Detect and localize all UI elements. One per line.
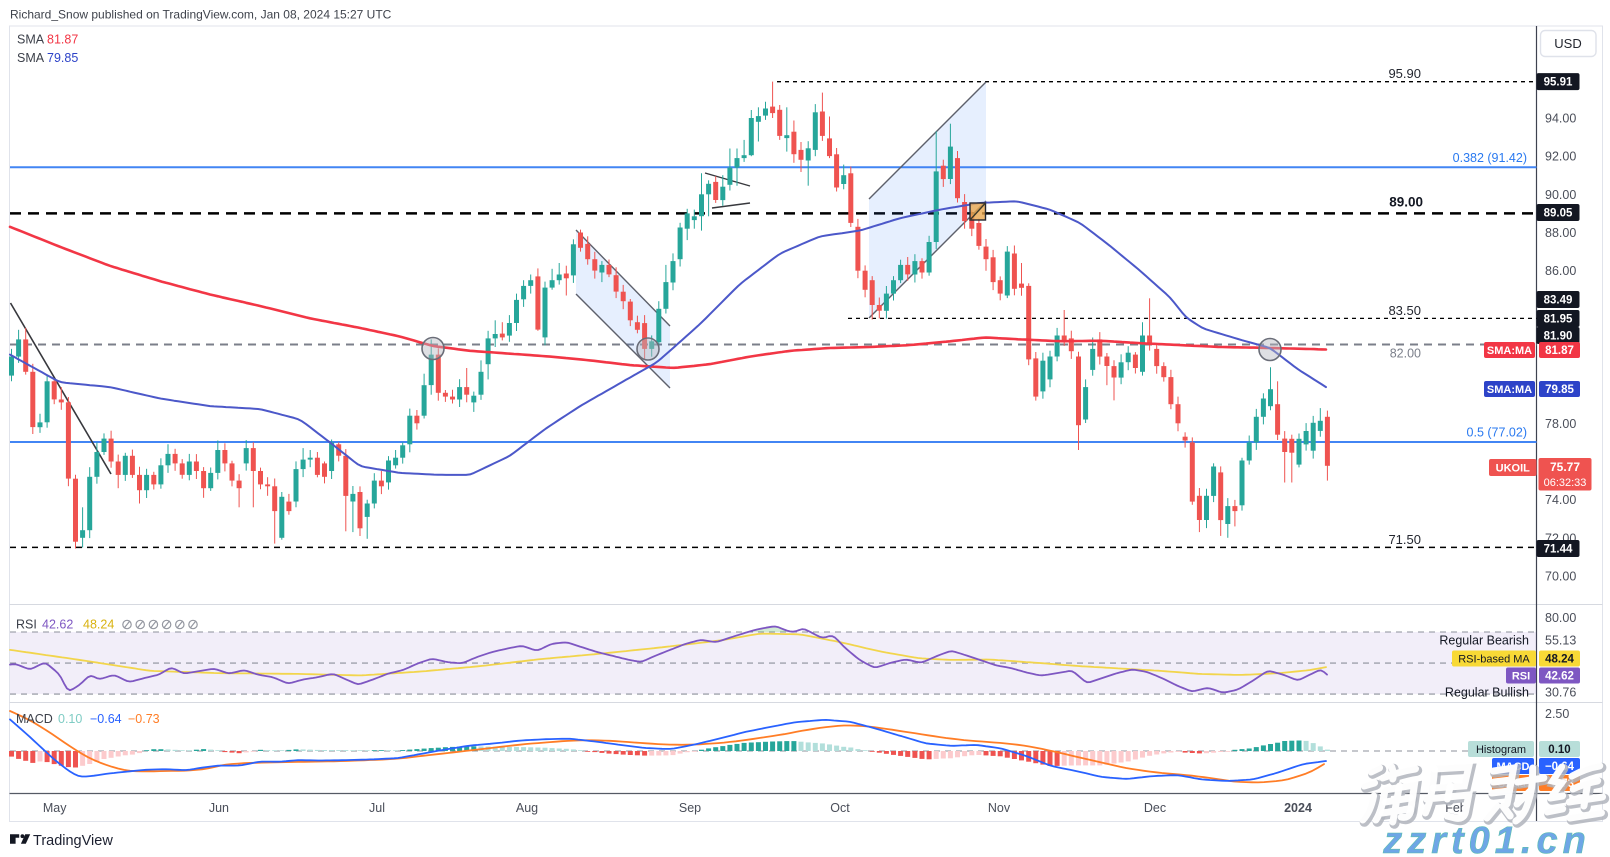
svg-text:SMA:MA: SMA:MA bbox=[1487, 384, 1532, 396]
svg-text:2.50: 2.50 bbox=[1545, 707, 1569, 721]
svg-text:Regular Bullish: Regular Bullish bbox=[1445, 686, 1529, 700]
svg-text:89.05: 89.05 bbox=[1544, 208, 1573, 220]
svg-text:Richard_Snow published on Trad: Richard_Snow published on TradingView.co… bbox=[10, 8, 392, 22]
svg-text:42.62: 42.62 bbox=[42, 618, 73, 632]
svg-text:81.95: 81.95 bbox=[1544, 314, 1573, 326]
svg-text:MACD: MACD bbox=[16, 712, 53, 726]
svg-text:Histogram: Histogram bbox=[1476, 744, 1526, 756]
svg-text:83.50: 83.50 bbox=[1388, 303, 1421, 318]
svg-text:UKOIL: UKOIL bbox=[1496, 463, 1531, 475]
svg-text:30.76: 30.76 bbox=[1545, 686, 1576, 700]
svg-text:70.00: 70.00 bbox=[1545, 569, 1576, 583]
svg-text:−0.73: −0.73 bbox=[128, 712, 160, 726]
svg-text:92.00: 92.00 bbox=[1545, 150, 1576, 164]
svg-text:95.91: 95.91 bbox=[1544, 77, 1573, 89]
svg-text:Dec: Dec bbox=[1144, 801, 1166, 815]
svg-text:May: May bbox=[43, 801, 67, 815]
svg-text:−0.64: −0.64 bbox=[90, 712, 122, 726]
svg-text:42.62: 42.62 bbox=[1545, 671, 1574, 683]
svg-text:SMA: SMA bbox=[17, 51, 45, 65]
svg-text:81.87: 81.87 bbox=[47, 33, 78, 47]
svg-text:0.10: 0.10 bbox=[58, 712, 82, 726]
svg-text:75.77: 75.77 bbox=[1550, 460, 1580, 474]
svg-text:71.44: 71.44 bbox=[1544, 544, 1573, 556]
svg-text:SMA: SMA bbox=[17, 33, 45, 47]
svg-text:Jun: Jun bbox=[209, 801, 229, 815]
svg-text:TradingView: TradingView bbox=[33, 833, 113, 849]
svg-text:0.382 (91.42): 0.382 (91.42) bbox=[1453, 151, 1527, 165]
svg-text:88.00: 88.00 bbox=[1545, 226, 1576, 240]
svg-text:RSI-based MA: RSI-based MA bbox=[1458, 654, 1530, 666]
svg-text:89.00: 89.00 bbox=[1389, 195, 1423, 210]
svg-text:94.00: 94.00 bbox=[1545, 112, 1576, 126]
svg-text:Regular Bearish: Regular Bearish bbox=[1439, 634, 1529, 648]
svg-text:79.85: 79.85 bbox=[1545, 384, 1574, 396]
svg-text:71.50: 71.50 bbox=[1388, 532, 1421, 547]
svg-text:06:32:33: 06:32:33 bbox=[1544, 477, 1587, 489]
svg-text:81.87: 81.87 bbox=[1545, 345, 1574, 357]
svg-text:55.13: 55.13 bbox=[1545, 634, 1576, 648]
svg-text:79.85: 79.85 bbox=[47, 51, 78, 65]
svg-text:74.00: 74.00 bbox=[1545, 493, 1576, 507]
svg-text:SMA:MA: SMA:MA bbox=[1487, 345, 1532, 357]
svg-text:90.00: 90.00 bbox=[1545, 188, 1576, 202]
svg-text:80.00: 80.00 bbox=[1545, 611, 1576, 625]
svg-text:RSI: RSI bbox=[1512, 671, 1530, 683]
svg-text:USD: USD bbox=[1554, 36, 1581, 51]
svg-text:86.00: 86.00 bbox=[1545, 264, 1576, 278]
svg-text:82.00: 82.00 bbox=[1390, 347, 1421, 361]
svg-text:78.00: 78.00 bbox=[1545, 417, 1576, 431]
svg-text:Jul: Jul bbox=[369, 801, 385, 815]
svg-text:83.49: 83.49 bbox=[1544, 295, 1573, 307]
svg-text:48.24: 48.24 bbox=[1545, 654, 1574, 666]
svg-text:95.90: 95.90 bbox=[1388, 66, 1421, 81]
svg-text:0.5 (77.02): 0.5 (77.02) bbox=[1467, 426, 1527, 440]
svg-text:2024: 2024 bbox=[1284, 801, 1312, 815]
svg-text:RSI: RSI bbox=[16, 618, 37, 632]
svg-text:48.24: 48.24 bbox=[83, 618, 114, 632]
svg-text:Nov: Nov bbox=[988, 801, 1011, 815]
svg-text:81.90: 81.90 bbox=[1544, 331, 1573, 343]
svg-text:Sep: Sep bbox=[679, 801, 701, 815]
svg-text:zzrt01.cn: zzrt01.cn bbox=[1382, 820, 1591, 857]
svg-text:Aug: Aug bbox=[516, 801, 538, 815]
svg-text:Oct: Oct bbox=[830, 801, 850, 815]
svg-text:0.10: 0.10 bbox=[1548, 744, 1570, 756]
